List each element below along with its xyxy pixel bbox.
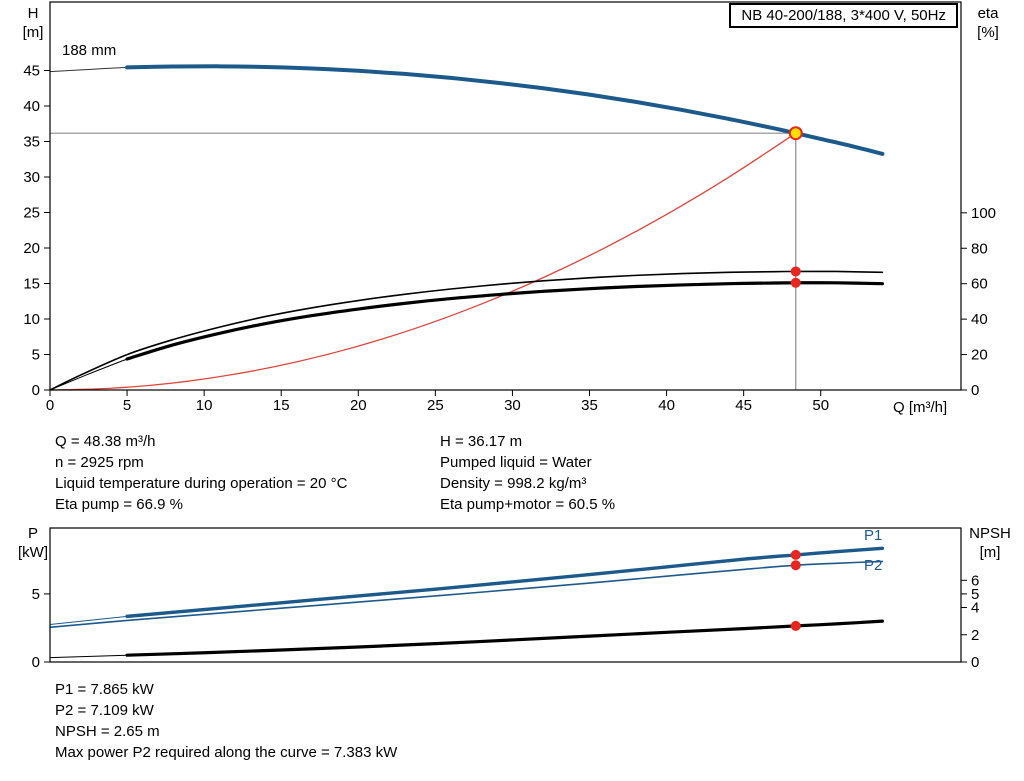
readout-p1: P1 = 7.865 kW bbox=[55, 681, 154, 698]
readout-block-left: Q = 48.38 m³/h n = 2925 rpm Liquid tempe… bbox=[55, 431, 347, 515]
y-left-tick-label: 40 bbox=[23, 98, 40, 115]
p1-lead bbox=[49, 615, 128, 626]
readout-eta-pump-motor: Eta pump+motor = 60.5 % bbox=[440, 496, 616, 513]
eta-axis-unit: [%] bbox=[977, 24, 999, 41]
npsh-curve bbox=[125, 619, 884, 657]
x-tick-label: 45 bbox=[735, 397, 752, 414]
eta-pump-point bbox=[790, 266, 801, 277]
y-right-tick-label: 20 bbox=[971, 347, 988, 364]
hq-chart-canvas: 0 5 10 15 20 25 30 35 40 45 0 20 40 60 80 100 0 5 10 15 20 25… bbox=[23, 1, 996, 414]
readout-density: Density = 998.2 kg/m³ bbox=[440, 475, 587, 492]
y-left-tick-label: 0 bbox=[32, 654, 40, 671]
readout-eta-pump: Eta pump = 66.9 % bbox=[55, 496, 183, 513]
pump-title-box: NB 40-200/188, 3*400 V, 50Hz bbox=[729, 3, 958, 28]
readout-npsh: NPSH = 2.65 m bbox=[55, 723, 160, 740]
x-tick-label: 35 bbox=[581, 397, 598, 414]
y-right-tick-label: 40 bbox=[971, 311, 988, 328]
readout-max-power: Max power P2 required along the curve = … bbox=[55, 744, 398, 761]
readout-block-right: H = 36.17 m Pumped liquid = Water Densit… bbox=[440, 431, 615, 515]
y-right-tick-label: 60 bbox=[971, 276, 988, 293]
h-axis-symbol: H bbox=[27, 5, 39, 22]
y-right-tick-label: 6 bbox=[971, 572, 979, 589]
p-axis-label: P [kW] bbox=[8, 524, 58, 562]
x-tick-label: 30 bbox=[504, 397, 521, 414]
system-curve bbox=[49, 132, 797, 391]
p2-point bbox=[790, 560, 801, 571]
plot-frame bbox=[49, 527, 962, 663]
eta-pump-motor-curve bbox=[125, 281, 884, 361]
y-left-tick-label: 25 bbox=[23, 205, 40, 222]
h-axis-unit: [m] bbox=[22, 24, 44, 41]
y-right-tick-label: 80 bbox=[971, 240, 988, 257]
readout-n: n = 2925 rpm bbox=[55, 454, 144, 471]
x-tick-label: 5 bbox=[123, 397, 131, 414]
pump-curve-lead bbox=[49, 66, 128, 73]
q-axis-label: Q [m³/h] bbox=[893, 399, 948, 416]
p1-curve-label: P1 bbox=[864, 527, 883, 544]
plot-frame bbox=[49, 1, 962, 391]
readout-liquid-temp: Liquid temperature during operation = 20… bbox=[55, 475, 348, 492]
y-left-tick-label: 5 bbox=[32, 586, 40, 603]
eta-pump-motor-lead bbox=[49, 358, 128, 391]
x-tick-label: 0 bbox=[46, 397, 54, 414]
npsh-axis-unit: [m] bbox=[979, 544, 1001, 561]
p1-curve bbox=[125, 546, 885, 619]
h-axis-label: H [m] bbox=[8, 4, 58, 42]
p-axis-symbol: P bbox=[27, 525, 38, 542]
y-left-tick-label: 45 bbox=[23, 63, 40, 80]
impeller-diameter-label: 188 mm bbox=[62, 42, 117, 59]
readout-pumped-liquid: Pumped liquid = Water bbox=[440, 454, 592, 471]
x-tick-label: 50 bbox=[812, 397, 829, 414]
eta-axis-label: eta [%] bbox=[962, 4, 1014, 42]
x-tick-label: 25 bbox=[427, 397, 444, 414]
x-tick-label: 10 bbox=[196, 397, 213, 414]
y-left-tick-label: 35 bbox=[23, 134, 40, 151]
y-left-tick-label: 20 bbox=[23, 240, 40, 257]
eta-pump-motor-point bbox=[790, 277, 801, 288]
y-right-tick-label: 2 bbox=[971, 627, 979, 644]
npsh-point bbox=[790, 620, 801, 631]
y-right-tick-label: 4 bbox=[971, 600, 979, 617]
npsh-axis-label: NPSH [m] bbox=[958, 524, 1022, 562]
y-right-tick-label: 0 bbox=[971, 654, 979, 671]
p1-point bbox=[790, 549, 801, 560]
p2-curve bbox=[49, 560, 884, 629]
npsh-lead bbox=[49, 654, 128, 659]
y-right-tick-label: 5 bbox=[971, 586, 979, 603]
x-tick-label: 20 bbox=[350, 397, 367, 414]
y-right-tick-label: 100 bbox=[971, 205, 996, 222]
readout-q: Q = 48.38 m³/h bbox=[55, 433, 156, 450]
duty-point bbox=[788, 126, 803, 141]
y-left-tick-label: 15 bbox=[23, 276, 40, 293]
x-tick-label: 15 bbox=[273, 397, 290, 414]
eta-axis-symbol: eta bbox=[977, 5, 999, 22]
readout-h: H = 36.17 m bbox=[440, 433, 523, 450]
y-left-tick-label: 0 bbox=[32, 382, 40, 399]
readout-p2: P2 = 7.109 kW bbox=[55, 702, 154, 719]
p2-curve-label: P2 bbox=[864, 557, 883, 574]
pump-curve bbox=[125, 64, 885, 156]
readout-block-bottom: P1 = 7.865 kW P2 = 7.109 kW NPSH = 2.65 … bbox=[55, 679, 397, 763]
y-left-tick-label: 10 bbox=[23, 311, 40, 328]
y-left-tick-label: 5 bbox=[32, 347, 40, 364]
eta-pump-curve bbox=[49, 270, 884, 391]
y-right-tick-label: 0 bbox=[971, 382, 979, 399]
npsh-axis-symbol: NPSH bbox=[969, 525, 1011, 542]
x-tick-label: 40 bbox=[658, 397, 675, 414]
y-left-tick-label: 30 bbox=[23, 169, 40, 186]
p-axis-unit: [kW] bbox=[18, 544, 48, 561]
